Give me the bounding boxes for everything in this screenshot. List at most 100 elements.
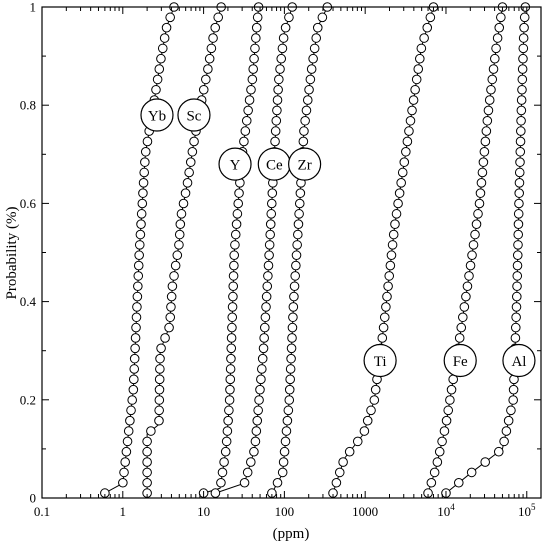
data-point — [136, 219, 146, 229]
data-point — [282, 415, 293, 426]
data-point — [228, 291, 238, 302]
data-point — [519, 22, 529, 33]
data-point — [126, 405, 136, 416]
data-point — [227, 322, 237, 333]
data-point — [506, 405, 516, 416]
data-point — [293, 229, 303, 240]
data-point — [170, 260, 181, 271]
data-point — [290, 271, 301, 281]
data-point — [140, 157, 150, 167]
data-point — [270, 126, 281, 136]
data-point — [513, 229, 524, 240]
data-point — [443, 405, 454, 416]
x-axis: 0.1 1 10 100 1000 104 105 — [34, 7, 536, 519]
series-label-al: Al — [502, 343, 536, 378]
data-point — [518, 43, 529, 54]
data-point — [483, 105, 494, 116]
data-point — [261, 302, 271, 312]
label-circle — [363, 343, 397, 378]
y-tick-label: 1 — [30, 0, 37, 15]
data-point — [142, 477, 152, 488]
data-point — [305, 74, 316, 85]
data-point — [232, 209, 243, 219]
data-point — [251, 22, 262, 33]
data-point — [280, 22, 291, 33]
data-point — [155, 353, 165, 364]
data-point — [384, 271, 395, 281]
data-point — [479, 146, 490, 157]
data-point — [369, 395, 380, 405]
data-point — [165, 12, 175, 23]
data-point — [142, 446, 152, 457]
data-point — [488, 64, 499, 74]
data-point — [154, 415, 164, 426]
data-point — [474, 198, 485, 209]
data-point — [344, 446, 355, 457]
data-point — [233, 198, 244, 209]
data-point — [178, 198, 189, 209]
data-point — [226, 353, 236, 364]
data-point — [473, 209, 483, 219]
data-point — [154, 64, 165, 74]
data-point — [429, 467, 440, 478]
data-point — [370, 384, 381, 395]
series-zr — [267, 2, 333, 498]
data-point — [304, 84, 314, 95]
data-point — [518, 53, 528, 64]
data-point — [226, 343, 237, 354]
data-point — [132, 291, 143, 302]
data-point — [159, 33, 170, 43]
data-point — [120, 457, 130, 467]
data-point — [180, 188, 191, 198]
x-tick-label: 100 — [275, 504, 295, 519]
data-point — [312, 22, 323, 33]
data-point — [252, 12, 263, 23]
series-label-fe: Fe — [443, 343, 477, 378]
data-point — [481, 126, 492, 136]
data-point — [243, 105, 253, 116]
data-point — [135, 229, 146, 240]
x-tick-label: 0.1 — [34, 504, 50, 519]
data-point — [266, 198, 277, 209]
data-point — [272, 105, 282, 116]
series-y — [198, 2, 264, 498]
data-point — [287, 333, 297, 343]
data-point — [306, 64, 317, 74]
data-point — [227, 302, 238, 312]
data-point — [291, 260, 301, 271]
label-circle — [177, 98, 211, 132]
data-point — [201, 74, 211, 85]
data-point — [385, 260, 396, 271]
data-point — [437, 436, 447, 447]
data-point — [264, 240, 275, 250]
data-marks — [100, 2, 531, 498]
data-point — [514, 188, 525, 198]
data-point — [411, 74, 422, 85]
data-point — [511, 312, 521, 323]
label-text: Y — [230, 158, 241, 174]
data-point — [239, 136, 249, 147]
series-label-ti: Ti — [363, 343, 397, 378]
data-point — [390, 219, 400, 229]
data-point — [139, 167, 149, 178]
data-point — [293, 219, 304, 229]
data-point — [252, 415, 263, 426]
data-point — [513, 209, 524, 219]
data-point — [247, 74, 258, 85]
plot-frame — [41, 6, 542, 499]
data-point — [514, 198, 524, 209]
data-point — [294, 198, 305, 209]
data-point — [470, 229, 480, 240]
data-point — [129, 353, 140, 364]
data-point — [187, 146, 198, 157]
data-point — [136, 209, 147, 219]
data-point — [352, 436, 363, 447]
data-point — [142, 436, 152, 447]
data-point — [388, 229, 399, 240]
data-point — [462, 281, 473, 292]
data-point — [471, 219, 482, 229]
data-point — [441, 415, 452, 426]
label-circle — [443, 343, 477, 378]
data-point — [156, 343, 166, 354]
data-point — [295, 188, 306, 198]
